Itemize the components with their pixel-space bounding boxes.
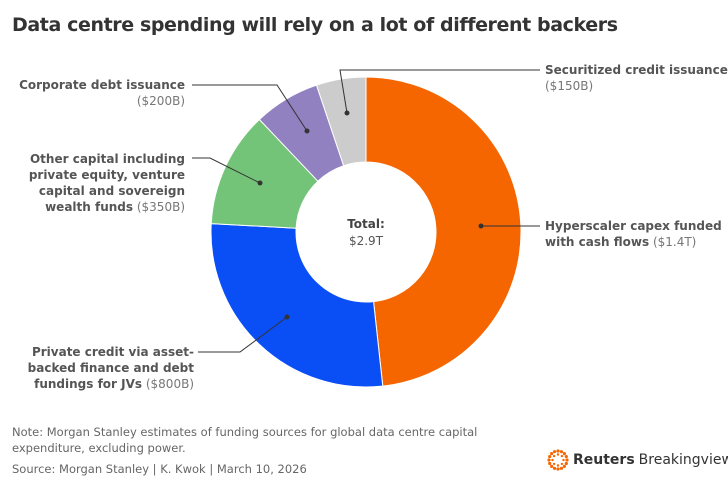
leader-line-corporate-debt: [192, 84, 308, 132]
label-line: Corporate debt issuance: [19, 78, 185, 92]
label-line: Hyperscaler capex funded: [545, 219, 722, 233]
logo-dot: [565, 458, 569, 462]
logo-dot: [550, 464, 554, 468]
donut-slice: [315, 76, 367, 167]
label-securitized: Securitized credit issuance ($150B): [545, 62, 728, 94]
logo-dot: [548, 454, 552, 459]
logo-dot: [560, 462, 564, 466]
donut-slice: [365, 76, 522, 387]
chart-note: Note: Morgan Stanley estimates of fundin…: [12, 425, 478, 455]
logo-dot: [562, 458, 565, 462]
logo-dot: [556, 453, 560, 456]
leader-dot: [257, 180, 263, 186]
logo-dot: [564, 454, 568, 459]
logo-dot: [552, 466, 557, 470]
label-value: ($200B): [136, 94, 185, 108]
logo-dot: [548, 461, 552, 466]
leader-dot: [344, 110, 350, 116]
logo-dot: [552, 450, 557, 454]
logo-dot: [547, 458, 551, 462]
donut-slice: [210, 223, 384, 388]
logo-dot: [560, 454, 564, 458]
center-value: $2.9T: [349, 234, 384, 248]
chart-title: Data centre spending will rely on a lot …: [12, 14, 618, 36]
logo-dot: [562, 464, 566, 468]
logo-dot: [551, 458, 554, 462]
label-value: ($350B): [136, 200, 185, 214]
logo-dot: [562, 452, 566, 456]
logo-dot: [556, 464, 560, 467]
label-line: Private credit via asset-: [31, 345, 194, 359]
logo-dot: [564, 461, 568, 466]
chart-source: Source: Morgan Stanley | K. Kwok | March…: [12, 462, 307, 476]
label-line: capital and sovereign: [38, 184, 185, 198]
label-line: Securitized credit issuance: [545, 63, 728, 77]
label-hyperscaler: Hyperscaler capex funded with cash flows…: [545, 218, 722, 250]
reuters-logo-icon: [547, 449, 569, 471]
label-value: ($1.4T): [652, 235, 697, 249]
leader-lines: [192, 69, 540, 353]
label-value: ($800B): [145, 377, 194, 391]
label-line: with cash flows: [545, 235, 650, 249]
logo-dot: [559, 466, 564, 470]
leader-dot: [284, 314, 290, 320]
logo-dot: [556, 449, 560, 453]
logo-brand: Reuters: [573, 452, 635, 468]
label-line: Other capital including: [29, 152, 185, 166]
leader-line-private-credit: [198, 316, 288, 353]
center-label: Total:: [347, 217, 385, 231]
reuters-breakingviews-logo: ReutersBreakingviews: [547, 449, 728, 471]
leader-dot: [478, 223, 484, 229]
leader-line-other-capital: [192, 157, 261, 184]
logo-dot: [556, 467, 560, 471]
leader-line-securitized: [339, 69, 540, 114]
logo-product: Breakingviews: [638, 452, 728, 468]
label-line: backed finance and debt: [27, 361, 194, 375]
leader-dot: [304, 128, 310, 134]
label-line: fundings for JVs: [34, 377, 143, 391]
label-private-credit: Private credit via asset- backed finance…: [28, 344, 194, 392]
label-line: private equity, venture: [28, 168, 185, 182]
logo-dot: [559, 450, 564, 454]
label-value: ($150B): [545, 79, 594, 93]
logo-dot: [550, 452, 554, 456]
label-corporate-debt: Corporate debt issuance ($200B): [19, 77, 185, 109]
logo-dot: [552, 454, 556, 458]
logo-dot: [552, 462, 556, 466]
leader-dots: [257, 110, 484, 320]
label-line: wealth funds: [45, 200, 134, 214]
label-other-capital: Other capital including private equity, …: [29, 151, 185, 215]
